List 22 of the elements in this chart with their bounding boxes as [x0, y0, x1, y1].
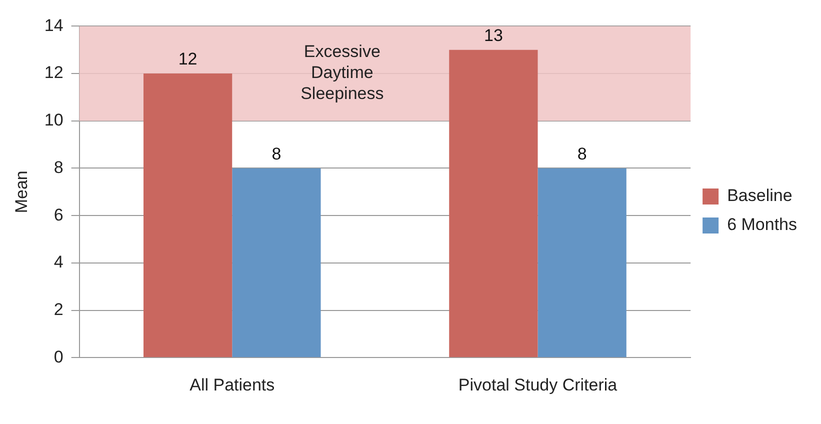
bar — [538, 168, 626, 358]
bar — [449, 50, 538, 358]
bar — [143, 74, 232, 358]
legend-label: 6 Months — [727, 215, 798, 234]
y-tick-label: 12 — [44, 63, 64, 82]
x-tick-label: All Patients — [190, 375, 275, 394]
y-tick-label: 2 — [54, 300, 64, 319]
y-tick-label: 4 — [54, 252, 64, 272]
y-tick-label: 14 — [44, 16, 64, 35]
data-label: 12 — [178, 50, 198, 69]
data-label: 8 — [577, 144, 587, 164]
y-tick-label: 8 — [54, 158, 64, 177]
x-tick-label: Pivotal Study Criteria — [458, 375, 618, 394]
data-label: 8 — [272, 144, 282, 164]
y-tick-label: 10 — [44, 110, 64, 130]
y-axis-title: Mean — [12, 170, 31, 214]
y-tick-label: 0 — [54, 347, 64, 366]
data-label: 13 — [484, 26, 503, 46]
band-label: Excessive Daytime Sleepiness — [300, 42, 384, 104]
bar — [232, 168, 321, 358]
y-tick-label: 6 — [54, 205, 64, 224]
legend-label: Baseline — [727, 186, 792, 206]
